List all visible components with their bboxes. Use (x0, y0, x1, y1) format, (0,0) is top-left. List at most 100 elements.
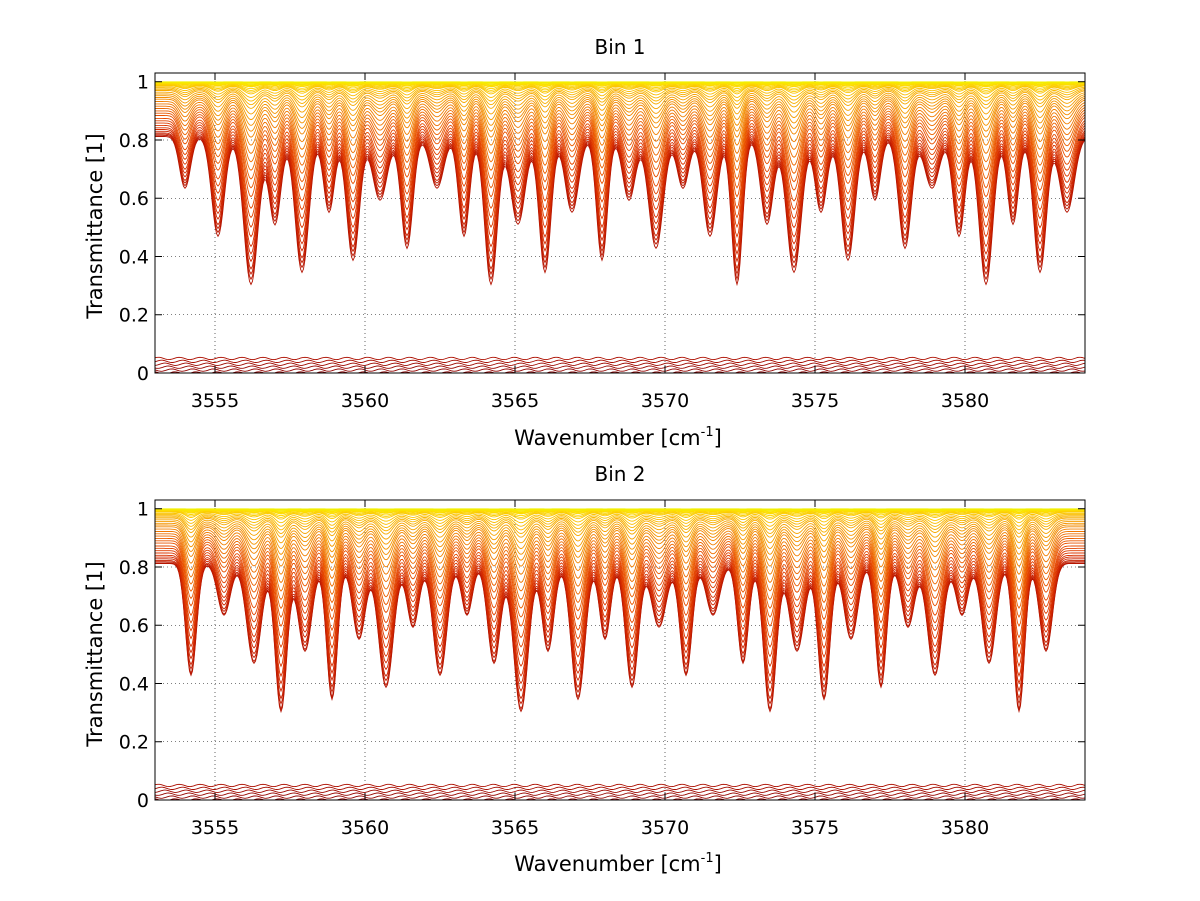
y-ticks: 0 0.2 0.4 0.6 0.8 1 (119, 72, 1085, 385)
x-tick-label: 3555 (191, 390, 239, 412)
series-line (155, 550, 1085, 658)
series-line (155, 522, 1085, 555)
axes-frame (154, 72, 1086, 374)
axes-frame (154, 499, 1086, 801)
x-ticks: 3555 3560 3565 3570 3575 3580 (191, 73, 989, 412)
x-axis-label: Wavenumber [cm-1] (514, 851, 722, 876)
series-line (155, 552, 1085, 668)
series-line (155, 129, 1086, 256)
series-line (155, 120, 1086, 219)
series-line (154, 356, 1086, 361)
series-line (155, 511, 1085, 520)
series-line (155, 521, 1085, 550)
y-tick-label: 0 (137, 363, 149, 385)
series-line (155, 93, 1086, 121)
y-tick-label: 0 (137, 790, 149, 812)
x-tick-label: 3580 (941, 390, 989, 412)
series-line (155, 86, 1086, 98)
series-line (155, 124, 1086, 238)
series-line (155, 519, 1085, 544)
chart-title: Bin 1 (594, 35, 645, 59)
series-line (155, 115, 1086, 198)
y-tick-label: 0.2 (119, 305, 149, 327)
series-line (155, 528, 1085, 575)
series-line (155, 85, 1086, 95)
series-line (155, 517, 1085, 538)
series-line (154, 368, 1086, 372)
x-tick-label: 3560 (341, 390, 389, 412)
series-line (155, 91, 1086, 115)
y-tick-label: 0.4 (119, 246, 149, 268)
series-lines (154, 508, 1086, 801)
series-line (155, 112, 1086, 189)
series-line (155, 531, 1085, 584)
series-line (155, 98, 1086, 138)
x-tick-label: 3565 (491, 390, 539, 412)
series-line (155, 127, 1086, 248)
series-line (155, 110, 1086, 180)
series-line (155, 545, 1085, 639)
y-tick-label: 0.2 (119, 732, 149, 754)
y-tick-label: 0.8 (119, 557, 149, 579)
series-line (155, 117, 1086, 210)
y-tick-label: 0.6 (119, 188, 149, 210)
x-axis-label: Wavenumber [cm-1] (514, 425, 722, 450)
series-line (154, 783, 1086, 788)
x-tick-label: 3580 (941, 817, 989, 839)
series-line (155, 512, 1085, 524)
y-tick-label: 0.4 (119, 673, 149, 695)
series-line (155, 83, 1085, 90)
series-line (155, 558, 1085, 693)
series-line (155, 515, 1085, 531)
series-line (154, 365, 1086, 369)
y-tick-label: 1 (137, 72, 149, 94)
series-line (155, 97, 1086, 132)
series-line (155, 533, 1085, 592)
series-line (154, 362, 1086, 366)
x-tick-label: 3570 (641, 817, 689, 839)
series-line (155, 540, 1085, 618)
series-line (155, 526, 1085, 567)
y-ticks: 0 0.2 0.4 0.6 0.8 1 (119, 499, 1085, 812)
series-line (155, 84, 1086, 93)
series-line (155, 516, 1085, 535)
x-tick-label: 3575 (791, 817, 839, 839)
series-line (154, 795, 1086, 799)
subplot-bin-2: Bin 2 3555 3560 3565 3570 3575 3580 0 0.2 0.4 0.… (83, 462, 1086, 876)
y-tick-label: 0.8 (119, 130, 149, 152)
series-line (155, 556, 1085, 685)
y-tick-label: 1 (137, 499, 149, 521)
series-lines (154, 81, 1086, 374)
series-line (155, 101, 1086, 146)
series-line (155, 542, 1085, 628)
y-tick-label: 0.6 (119, 615, 149, 637)
series-line (154, 792, 1086, 796)
series-line (155, 105, 1086, 163)
x-tick-label: 3560 (341, 817, 389, 839)
series-line (155, 537, 1085, 610)
y-axis-label: Transmittance [1] (83, 133, 107, 319)
series-line (155, 90, 1086, 109)
series-line (155, 510, 1085, 517)
series-line (155, 95, 1086, 126)
x-tick-label: 3575 (791, 390, 839, 412)
subplot-bin-1: Bin 1 3555 3560 3565 3570 3575 3580 0 0.2 0.4 0.… (83, 35, 1086, 450)
series-line (155, 108, 1086, 172)
x-ticks: 3555 3560 3565 3570 3575 3580 (191, 500, 989, 839)
x-tick-label: 3555 (191, 817, 239, 839)
series-line (155, 524, 1085, 561)
series-line (155, 88, 1086, 106)
y-axis-label: Transmittance [1] (83, 561, 107, 747)
series-line (154, 789, 1086, 793)
series-line (155, 103, 1086, 155)
series-line (154, 359, 1086, 363)
x-tick-label: 3565 (491, 817, 539, 839)
series-line (155, 87, 1086, 102)
series-line (155, 535, 1085, 601)
series-line (154, 786, 1086, 790)
series-line (155, 122, 1086, 229)
x-tick-label: 3570 (641, 390, 689, 412)
series-line (155, 84, 1086, 91)
series-line (155, 511, 1085, 518)
chart-title: Bin 2 (594, 462, 645, 486)
